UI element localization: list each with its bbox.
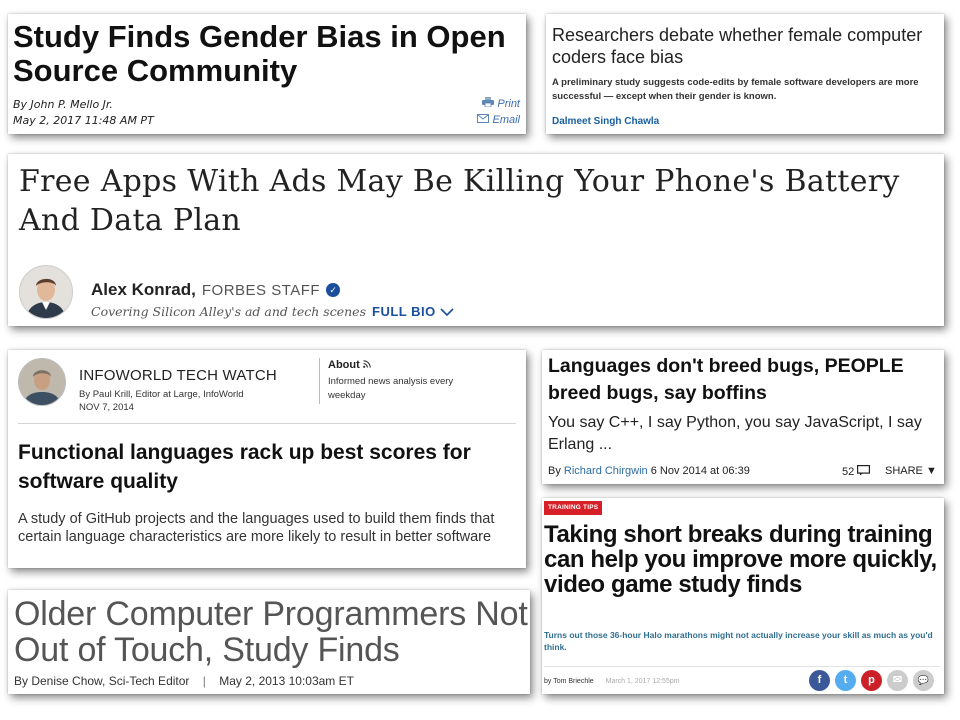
- author-link[interactable]: Dalmeet Singh Chawla: [552, 116, 660, 127]
- full-bio-label: FULL BIO: [372, 304, 436, 319]
- verified-check-icon: ✓: [326, 283, 341, 297]
- author-tagline: Covering Silicon Alley's ad and tech sce…: [91, 304, 366, 319]
- facebook-icon[interactable]: f: [809, 670, 830, 691]
- author-link[interactable]: Richard Chirgwin: [563, 465, 648, 477]
- article-card-functional-languages: INFOWORLD TECH WATCH By Paul Krill, Edit…: [8, 350, 526, 568]
- article-byline: By Denise Chow, Sci-Tech Editor | May 2,…: [14, 674, 354, 688]
- article-card-female-coders: Researchers debate whether female comput…: [546, 14, 944, 134]
- article-byline: By John P. Mello Jr. May 2, 2017 11:48 A…: [13, 97, 154, 129]
- chevron-down-icon: [440, 304, 454, 319]
- divider: [319, 358, 320, 404]
- byline-prefix: By: [548, 465, 561, 477]
- divider: [544, 666, 940, 667]
- social-share-buttons: f t p ✉ 💬: [809, 670, 934, 691]
- comment-icon[interactable]: 💬: [913, 670, 934, 691]
- print-label: Print: [497, 98, 520, 110]
- envelope-icon: [477, 112, 490, 128]
- article-summary: Turns out those 36-hour Halo marathons m…: [544, 630, 933, 652]
- category-tag[interactable]: TRAINING TIPS: [544, 501, 603, 515]
- publish-date: 6 Nov 2014 at 06:39: [650, 465, 750, 477]
- author-line: Alex Konrad, FORBES STAFF ✓: [91, 280, 341, 300]
- comments-link[interactable]: 52: [842, 465, 871, 479]
- blog-name[interactable]: INFOWORLD TECH WATCH: [79, 367, 277, 384]
- about-label: About: [328, 359, 360, 371]
- twitter-icon[interactable]: t: [835, 670, 856, 691]
- article-card-older-programmers: Older Computer Programmers Not Out of To…: [8, 590, 530, 694]
- article-byline: By Paul Krill, Editor at Large, InfoWorl…: [79, 388, 299, 414]
- publish-date: May 2, 2013 10:03am ET: [219, 674, 354, 688]
- author-tagline-row: Covering Silicon Alley's ad and tech sce…: [91, 304, 454, 319]
- email-icon[interactable]: ✉: [887, 670, 908, 691]
- author-avatar[interactable]: [18, 358, 66, 406]
- article-byline: By Richard Chirgwin 6 Nov 2014 at 06:39: [548, 465, 750, 477]
- byline-separator: |: [202, 674, 206, 688]
- article-card-gender-bias: Study Finds Gender Bias in Open Source C…: [8, 14, 526, 134]
- article-card-languages-bugs: Languages don't breed bugs, PEOPLE breed…: [542, 350, 944, 484]
- article-summary: A preliminary study suggests code-edits …: [552, 77, 919, 102]
- article-byline: by Tom Briechle March 1, 2017 12:55pm: [544, 678, 680, 685]
- author-line: By Denise Chow, Sci-Tech Editor: [14, 674, 190, 688]
- comment-bubble-icon: [857, 465, 871, 479]
- article-headline[interactable]: Functional languages rack up best scores…: [18, 441, 471, 493]
- comment-count: 52: [842, 466, 855, 478]
- article-headline[interactable]: Free Apps With Ads May Be Killing Your P…: [19, 164, 900, 238]
- author-name[interactable]: Alex Konrad,: [91, 280, 196, 299]
- author-line: by Tom Briechle: [544, 678, 594, 685]
- author-line: By John P. Mello Jr.: [13, 98, 113, 111]
- article-headline[interactable]: Researchers debate whether female comput…: [552, 25, 923, 67]
- article-headline[interactable]: Study Finds Gender Bias in Open Source C…: [13, 19, 506, 88]
- about-link[interactable]: About: [328, 359, 371, 371]
- rss-icon: [362, 359, 371, 371]
- print-link[interactable]: Print: [477, 96, 520, 112]
- article-headline[interactable]: Older Computer Programmers Not Out of To…: [14, 595, 528, 669]
- pinterest-icon[interactable]: p: [861, 670, 882, 691]
- article-summary: A study of GitHub projects and the langu…: [18, 511, 495, 545]
- article-card-free-apps: Free Apps With Ads May Be Killing Your P…: [8, 154, 944, 326]
- email-label: Email: [492, 114, 520, 126]
- author-line: By Paul Krill, Editor at Large, InfoWorl…: [79, 389, 244, 400]
- printer-icon: [482, 96, 495, 112]
- publish-date: NOV 7, 2014: [79, 402, 134, 413]
- article-summary: You say C++, I say Python, you say JavaS…: [548, 414, 922, 453]
- about-description: Informed news analysis every weekday: [328, 376, 454, 401]
- author-avatar[interactable]: [19, 265, 73, 319]
- divider: [18, 423, 516, 424]
- email-link[interactable]: Email: [477, 112, 520, 128]
- share-button[interactable]: SHARE ▼: [885, 465, 937, 477]
- publish-date: May 2, 2017 11:48 AM PT: [13, 114, 154, 127]
- publish-date: March 1, 2017 12:55pm: [605, 678, 680, 685]
- article-headline[interactable]: Taking short breaks during training can …: [544, 521, 937, 598]
- article-headline[interactable]: Languages don't breed bugs, PEOPLE breed…: [548, 355, 904, 404]
- full-bio-button[interactable]: FULL BIO: [372, 304, 454, 319]
- article-card-training-breaks: TRAINING TIPS Taking short breaks during…: [542, 498, 944, 694]
- author-role: FORBES STAFF: [201, 281, 321, 299]
- article-tools: Print Email: [477, 96, 520, 128]
